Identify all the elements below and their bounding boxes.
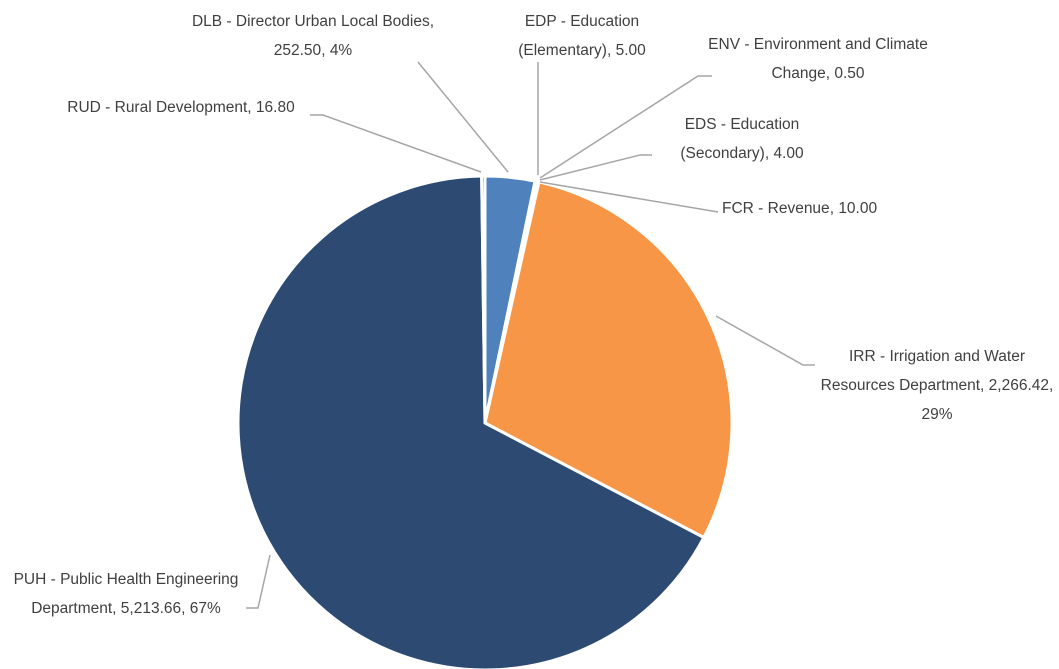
label-part: DLB - Director Urban Local Bodies [191, 13, 430, 30]
leader-line [417, 61, 509, 173]
label-part: 2,266.42 [980, 377, 1049, 394]
data-label: FCR - Revenue10.00 [722, 194, 962, 223]
label-part: ENV - Environment and Climate Change [708, 36, 928, 82]
data-label: IRR - Irrigation and Water Resources Dep… [812, 342, 1059, 429]
label-part: EDP - Education (Elementary) [518, 13, 640, 59]
data-label: PUH - Public Health Engineering Departme… [6, 565, 246, 623]
data-label: EDP - Education (Elementary)5.00 [492, 7, 672, 65]
leader-line [539, 75, 712, 179]
pie-slice [480, 174, 487, 424]
label-part: 4.00 [765, 145, 804, 162]
data-label: ENV - Environment and Climate Change0.50 [702, 30, 934, 88]
leader-line [246, 554, 271, 609]
pie-slice [236, 174, 706, 669]
leader-line [715, 315, 815, 366]
data-label: DLB - Director Urban Local Bodies252.504… [182, 7, 444, 65]
label-part: IRR - Irrigation and Water Resources Dep… [820, 348, 1025, 394]
label-part: 0.50 [826, 65, 865, 82]
label-part: 10.00 [830, 200, 877, 217]
data-label: RUD - Rural Development16.80 [50, 93, 312, 122]
leader-line [310, 114, 482, 173]
label-part: 16.80 [247, 99, 294, 116]
label-part: 67% [181, 600, 221, 617]
leader-line [539, 154, 652, 181]
label-part: EDS - Education (Secondary) [680, 116, 800, 162]
label-part: PUH - Public Health Engineering Departme… [13, 571, 239, 617]
label-part: FCR - Revenue [722, 200, 830, 217]
label-part: RUD - Rural Development [67, 99, 248, 116]
label-part: 4% [321, 42, 352, 59]
label-part: 5.00 [607, 42, 646, 59]
leader-line [539, 181, 719, 213]
label-part: 5,213.66 [112, 600, 181, 617]
data-label: EDS - Education (Secondary)4.00 [652, 110, 832, 168]
pie-slice [483, 180, 734, 540]
